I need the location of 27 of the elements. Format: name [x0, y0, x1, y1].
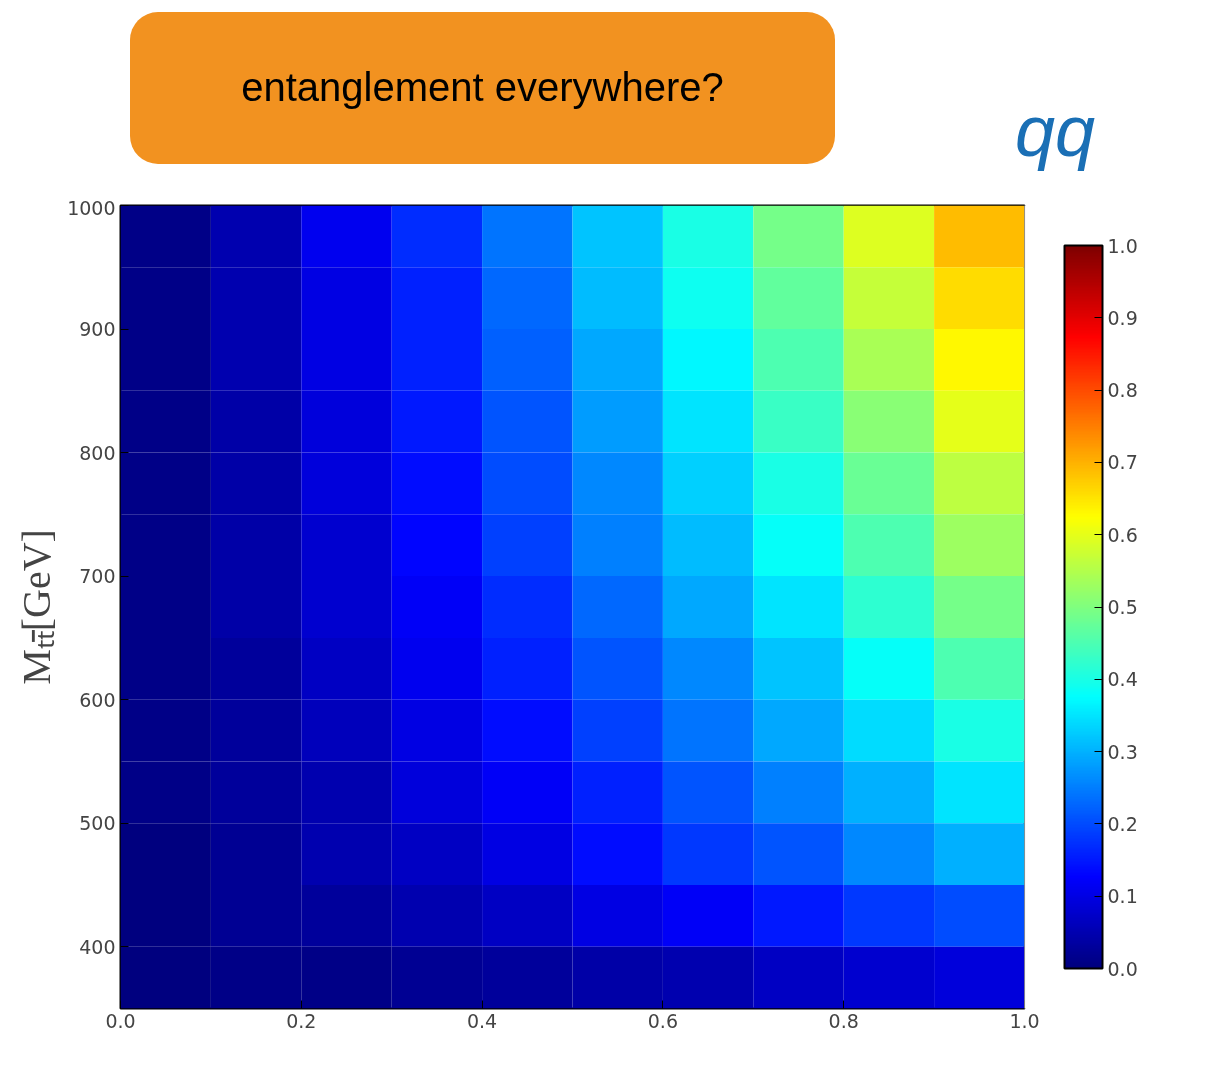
x-tick-label: 1.0 — [1009, 1009, 1040, 1032]
color-bar-label: 0.1 — [1107, 885, 1138, 908]
color-bar-label: 0.4 — [1107, 668, 1138, 691]
x-tick-label: 0.8 — [828, 1009, 859, 1032]
color-bar-label: 0.0 — [1107, 957, 1138, 980]
color-bar-label: 0.9 — [1107, 306, 1138, 329]
y-tick-label: 1000 — [67, 196, 116, 219]
y-tick-label: 800 — [79, 441, 116, 464]
color-bar-label: 0.7 — [1107, 451, 1138, 474]
y-tick-label: 900 — [79, 318, 116, 341]
color-bar-label: 0.2 — [1107, 812, 1138, 835]
y-tick-label: 500 — [79, 812, 116, 835]
x-tick-label: 0.4 — [466, 1009, 498, 1032]
chart-title: entanglement everywhere? — [241, 64, 724, 112]
color-bar-label: 1.0 — [1107, 234, 1138, 257]
x-tick-label: 0.6 — [647, 1009, 679, 1032]
x-tick-label: 0.2 — [286, 1009, 317, 1032]
color-bar-label: 0.5 — [1107, 596, 1138, 618]
y-tick-label: 600 — [79, 688, 116, 711]
text: qq — [1015, 90, 1096, 173]
y-axis-title: Mₜₜ̄[GeV] — [14, 529, 60, 685]
color-bar-label: 0.6 — [1107, 523, 1138, 546]
y-tick-label: 700 — [79, 565, 116, 588]
y-tick-label: 400 — [79, 935, 116, 958]
color-bar-label: 0.8 — [1107, 379, 1138, 402]
color-bar-label: 0.3 — [1107, 740, 1138, 763]
x-tick-label: 0.0 — [105, 1009, 136, 1032]
